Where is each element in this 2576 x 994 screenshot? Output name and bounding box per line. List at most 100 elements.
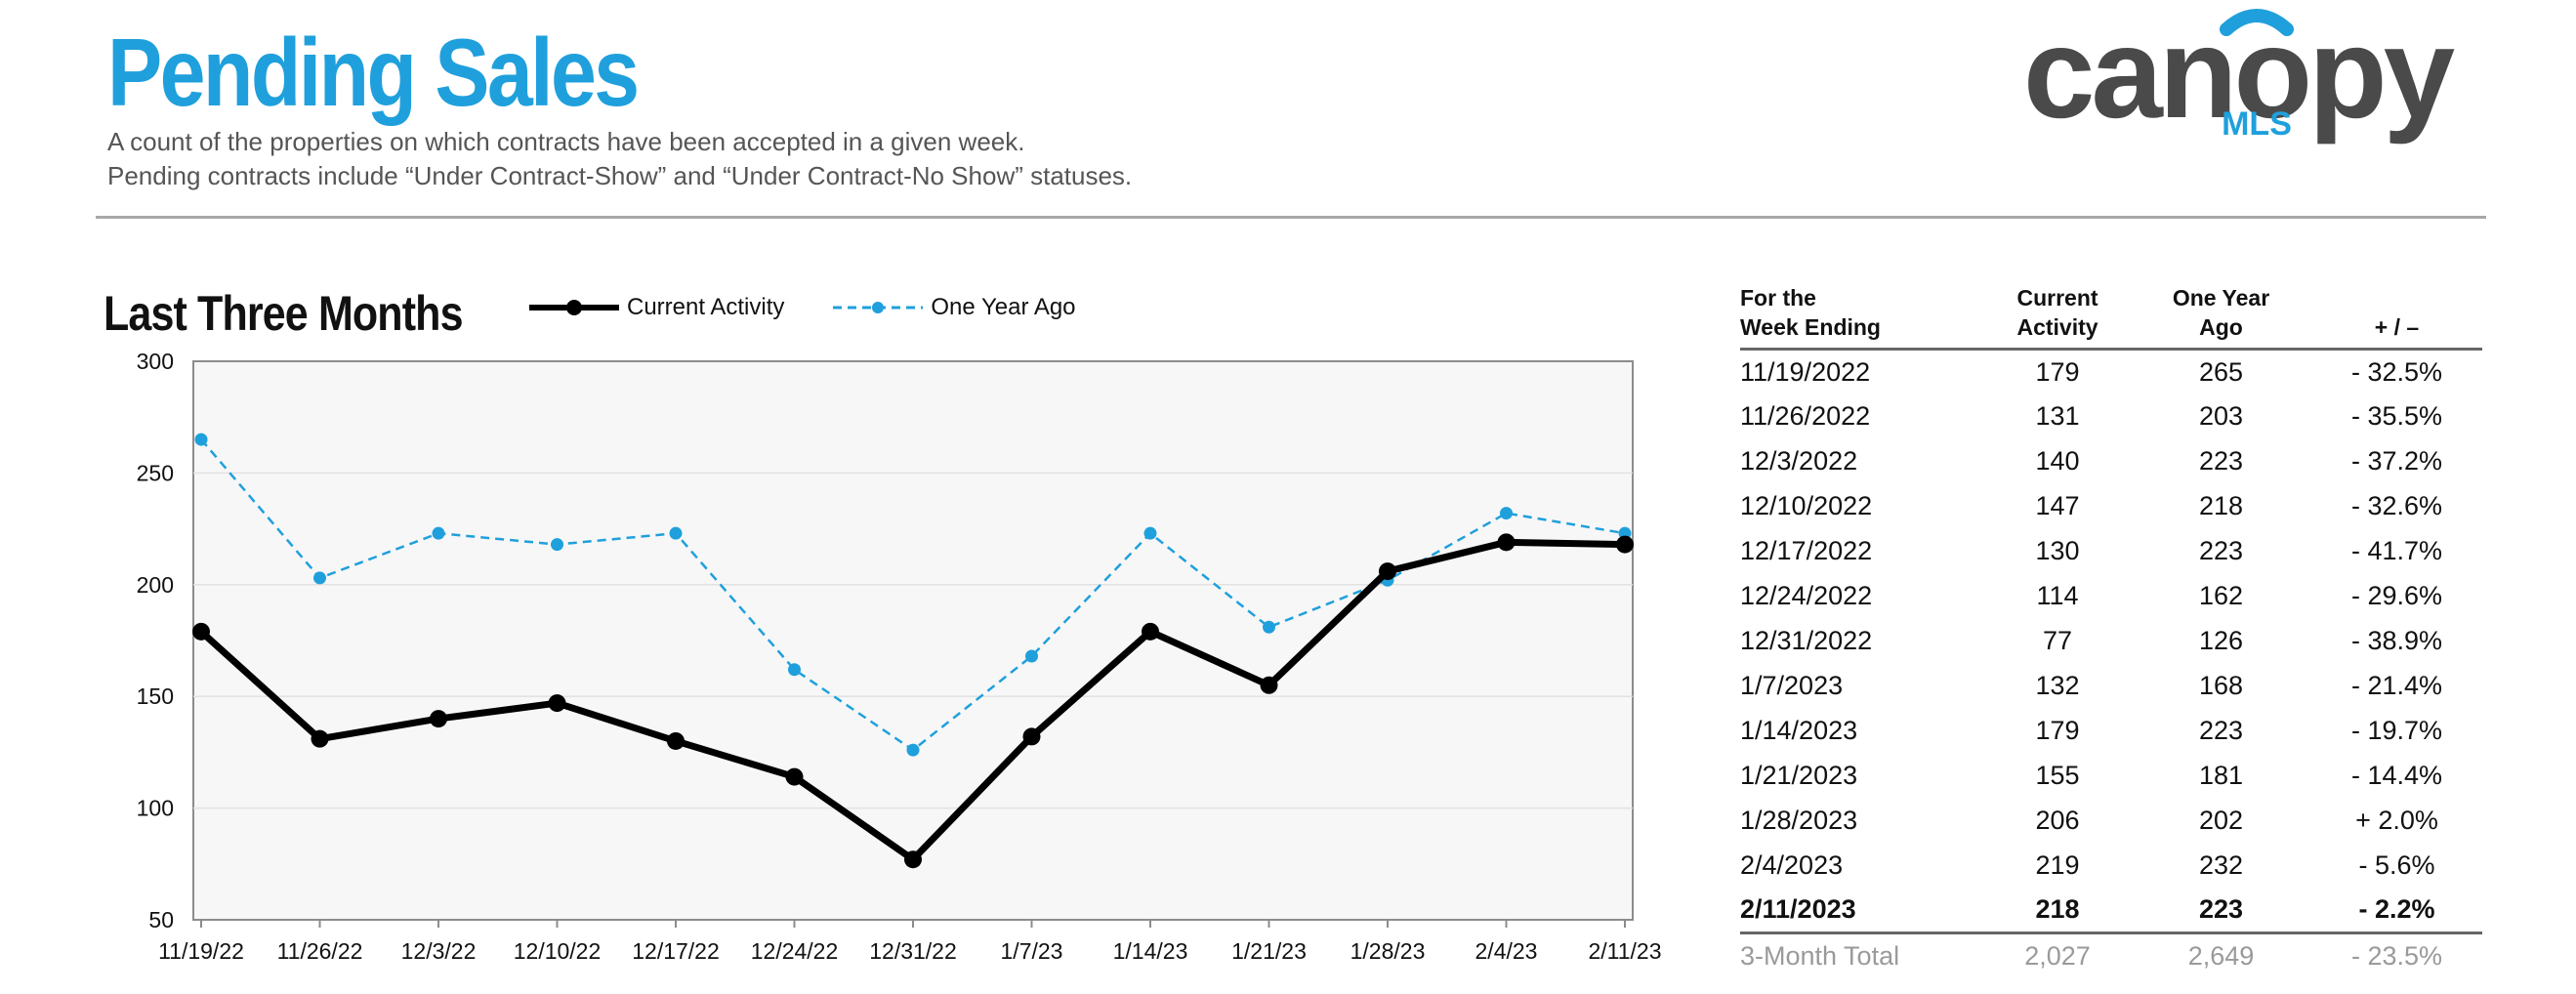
cell-week: 12/31/2022 [1740, 626, 1873, 655]
data-point-one-year-ago [1143, 526, 1157, 540]
table-row: 2/4/2023 219 232 - 5.6% [1740, 844, 2482, 889]
y-tick-label: 100 [137, 796, 174, 821]
legend-item-year-ago: One Year Ago [831, 294, 1076, 321]
x-tick-label: 12/3/22 [401, 938, 477, 964]
cell-week: 11/19/2022 [1740, 356, 1871, 387]
cell-week: 11/26/2022 [1740, 401, 1871, 431]
data-point-one-year-ago [906, 743, 920, 757]
cell-week: 12/10/2022 [1740, 491, 1873, 520]
cell-year-ago: 223 [2198, 716, 2244, 745]
data-point-current-activity [1497, 533, 1516, 552]
cell-current: 219 [2035, 850, 2080, 880]
cell-change: - 37.2% [2350, 446, 2443, 476]
cell-change: - 32.6% [2350, 491, 2443, 520]
logo-subtext: MLS [2222, 105, 2292, 143]
cell-week: 1/14/2023 [1740, 716, 1858, 745]
cell-change: - 19.7% [2350, 716, 2443, 745]
x-tick-label: 12/31/22 [869, 938, 957, 964]
table-row: 12/31/2022 77 126 - 38.9% [1740, 619, 2482, 664]
table-row: 1/21/2023 155 181 - 14.4% [1740, 754, 2482, 799]
table-row: 1/7/2023 132 168 - 21.4% [1740, 664, 2482, 709]
data-point-current-activity [1260, 676, 1278, 694]
table-body: 11/19/2022 179 265 - 32.5% 11/26/2022 131 203 -… [1740, 350, 2482, 978]
x-tick-label: 11/26/22 [277, 938, 363, 964]
logo-roof-icon [2220, 9, 2294, 36]
cell-year-ago: 203 [2198, 401, 2244, 431]
header-week-ending: For the Week Ending [1740, 283, 1984, 351]
cell-current: 140 [2035, 446, 2080, 476]
cell-week: 12/24/2022 [1740, 581, 1873, 610]
cell-change: - 38.9% [2350, 626, 2443, 655]
cell-change: - 14.4% [2350, 761, 2443, 790]
cell-change: - 35.5% [2350, 401, 2443, 431]
data-point-one-year-ago [1500, 507, 1513, 520]
header-one-year-ago: One Year Ago [2131, 283, 2311, 351]
cell-year-ago: 223 [2198, 536, 2244, 565]
cell-current: 155 [2035, 761, 2080, 790]
cell-week: 12/17/2022 [1740, 536, 1873, 565]
data-point-current-activity [1616, 535, 1634, 554]
data-point-current-activity [1022, 727, 1041, 746]
cell-change: - 32.5% [2350, 356, 2443, 387]
data-point-one-year-ago [1025, 649, 1038, 663]
data-point-one-year-ago [551, 538, 563, 552]
cell-current: 179 [2035, 716, 2080, 745]
pending-sales-line-chart: 50 100 150 200 250 300 11/19/22 11/26/22 12/3/22… [137, 349, 1662, 964]
cell-current: 131 [2035, 401, 2080, 431]
cell-change: - 2.2% [2311, 888, 2482, 934]
cell-year-ago: 162 [2198, 581, 2244, 610]
subtitle-line-1: A count of the properties on which contr… [107, 127, 1025, 156]
header-current-activity: Current Activity [1984, 283, 2131, 351]
data-point-current-activity [667, 731, 685, 750]
cell-week: 1/21/2023 [1740, 761, 1858, 790]
x-tick-label: 1/28/23 [1350, 938, 1426, 964]
total-current: 2,027 [2024, 940, 2091, 971]
y-tick-label: 200 [137, 572, 174, 598]
cell-change: - 41.7% [2350, 536, 2443, 565]
data-point-one-year-ago [194, 433, 208, 446]
cell-week: 2/4/2023 [1740, 850, 1844, 880]
cell-year-ago: 232 [2198, 850, 2244, 880]
weekly-stats-table: For the Week Ending Current Activity One… [1740, 283, 2482, 978]
data-point-current-activity [1142, 622, 1159, 641]
cell-current: 77 [2042, 626, 2073, 655]
total-change: - 23.5% [2350, 940, 2443, 971]
cell-current: 179 [2035, 356, 2080, 387]
cell-week: 1/28/2023 [1740, 806, 1858, 835]
data-point-current-activity [311, 729, 329, 748]
chart-section-title: Last Three Months [104, 286, 463, 341]
legend-item-current: Current Activity [527, 294, 784, 321]
table-row: 12/24/2022 114 162 - 29.6% [1740, 574, 2482, 619]
table-header-row: For the Week Ending Current Activity One… [1740, 283, 2482, 351]
cell-year-ago: 223 [2198, 446, 2244, 476]
table-row: 12/10/2022 147 218 - 32.6% [1740, 484, 2482, 529]
y-tick-label: 300 [137, 349, 174, 374]
cell-current: 130 [2035, 536, 2080, 565]
x-tick-label: 11/19/22 [158, 938, 244, 964]
data-point-one-year-ago [313, 571, 326, 585]
cell-year-ago: 223 [2131, 888, 2311, 934]
subtitle-line-2: Pending contracts include “Under Contrac… [107, 161, 1133, 190]
cell-year-ago: 202 [2198, 806, 2244, 835]
table-row: 11/19/2022 179 265 - 32.5% [1740, 350, 2482, 394]
cell-year-ago: 126 [2198, 626, 2244, 655]
legend-current-label: Current Activity [627, 294, 785, 320]
y-tick-label: 50 [148, 907, 174, 932]
legend-current-marker-icon [529, 300, 619, 315]
x-tick-label: 12/10/22 [514, 938, 602, 964]
x-tick-label: 1/21/23 [1231, 938, 1307, 964]
total-year-ago: 2,649 [2187, 940, 2255, 971]
cell-change: + 2.0% [2355, 806, 2438, 835]
data-point-current-activity [904, 850, 922, 869]
cell-current: 114 [2036, 581, 2079, 610]
total-label: 3-Month Total [1740, 940, 1900, 971]
table-row: 12/3/2022 140 223 - 37.2% [1740, 439, 2482, 484]
x-tick-label: 2/4/23 [1475, 938, 1538, 964]
canopy-logo-icon: canopy MLS [2023, 1, 2459, 145]
page-subtitle: A count of the properties on which contr… [107, 125, 1132, 193]
cell-current: 147 [2035, 491, 2080, 520]
cell-year-ago: 265 [2198, 356, 2244, 387]
cell-week: 12/3/2022 [1740, 446, 1858, 476]
cell-change: - 29.6% [2350, 581, 2443, 610]
cell-year-ago: 168 [2198, 671, 2244, 700]
